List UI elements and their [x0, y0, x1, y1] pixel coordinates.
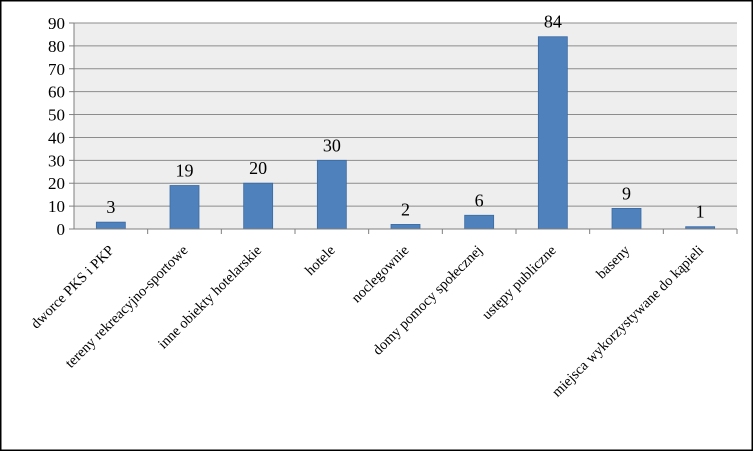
- y-tick-label: 10: [48, 197, 65, 216]
- y-tick-label: 30: [48, 151, 65, 170]
- bar: [464, 214, 495, 230]
- y-tick-label: 60: [48, 83, 65, 102]
- bar: [611, 207, 642, 230]
- data-label: 2: [401, 199, 410, 219]
- y-tick-label: 80: [48, 37, 65, 56]
- data-label: 6: [475, 190, 484, 210]
- data-label: 30: [323, 135, 341, 155]
- bar: [316, 159, 347, 230]
- data-label: 19: [176, 161, 194, 181]
- data-label: 84: [544, 12, 562, 32]
- data-label: 20: [249, 158, 267, 178]
- y-tick-label: 90: [48, 14, 65, 33]
- bar: [169, 185, 200, 230]
- data-label: 3: [106, 197, 115, 217]
- bar: [243, 182, 274, 230]
- y-tick-label: 70: [48, 60, 65, 79]
- data-label: 1: [696, 202, 705, 222]
- bar: [537, 36, 568, 230]
- bar: [390, 224, 421, 230]
- data-label: 9: [622, 183, 631, 203]
- y-tick-label: 20: [48, 174, 65, 193]
- y-tick-label: 0: [57, 220, 66, 239]
- y-tick-label: 50: [48, 106, 65, 125]
- y-tick-label: 40: [48, 128, 65, 147]
- bar: [95, 221, 126, 230]
